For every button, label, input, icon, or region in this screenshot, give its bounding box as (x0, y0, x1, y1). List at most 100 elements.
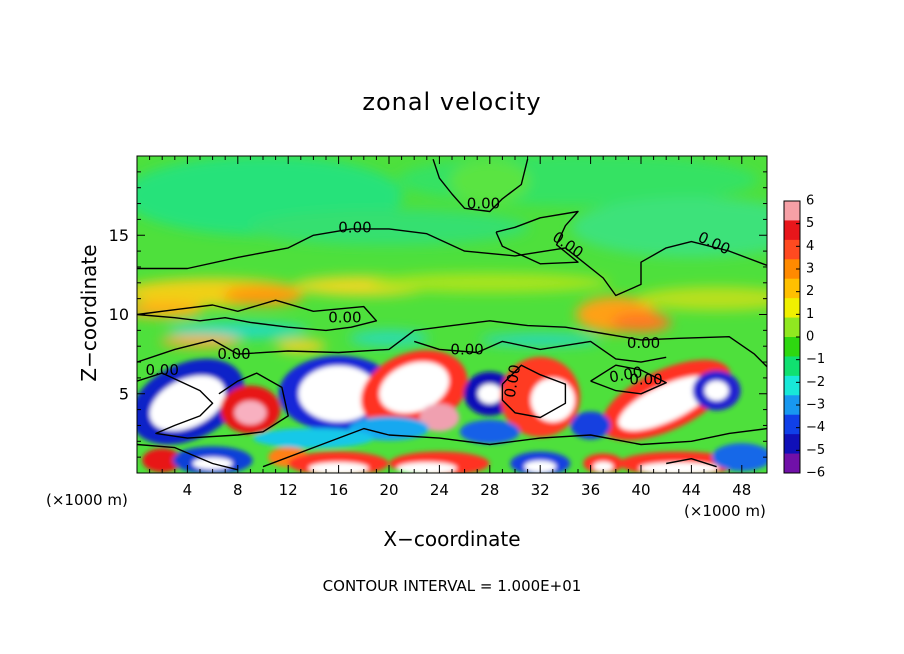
contour-label: 0.00 (608, 363, 644, 387)
contour-line (590, 364, 667, 395)
field-patch (571, 197, 767, 258)
field-patch (593, 461, 614, 472)
field-layer-core (137, 350, 767, 473)
x-tick-label: 4 (183, 481, 193, 499)
field-patch (298, 365, 379, 422)
contour-line (137, 372, 289, 439)
x-tick-label: 44 (682, 481, 701, 499)
field-patch (349, 330, 429, 347)
field-patch (638, 462, 719, 473)
colorbar-label: −5 (806, 443, 825, 458)
x-tick-label: 24 (430, 481, 449, 499)
contour-line (666, 458, 717, 468)
colorbar-swatch (784, 337, 800, 357)
field-patch (419, 403, 460, 432)
y-tick-label: 15 (109, 226, 129, 245)
colorbar-swatch (784, 278, 800, 299)
field-patch (530, 378, 575, 423)
contour-line (432, 158, 529, 213)
y-tick-label: 10 (109, 305, 129, 324)
x-unit-label-right: (×1000 m) (684, 502, 766, 520)
contour-line (137, 228, 767, 297)
y-axis-label: Z−coordinate (77, 244, 101, 382)
field-patch (480, 333, 601, 346)
x-tick-label: 20 (379, 481, 398, 499)
colorbar-label: −4 (806, 420, 825, 435)
field-patch (611, 312, 671, 333)
colorbar-label: −6 (806, 466, 825, 481)
colorbar-swatch (784, 239, 800, 260)
contour-label: 0.00 (145, 361, 178, 379)
x-tick-label: 40 (631, 481, 650, 499)
y-tick-label: 5 (119, 384, 129, 403)
contour-label: 0.00 (217, 345, 250, 363)
field-patch (459, 419, 520, 444)
colorbar-swatch (784, 317, 800, 338)
contour-label: 0.00 (501, 363, 525, 399)
field-patch (137, 301, 203, 318)
field-patch (253, 428, 374, 449)
x-tick-label: 28 (480, 481, 499, 499)
x-axis-label: X−coordinate (383, 527, 521, 551)
colorbar-label: 3 (806, 262, 814, 277)
contour-line (137, 443, 238, 471)
contour-line (413, 340, 667, 363)
contour-line (137, 320, 767, 368)
field-patch (249, 209, 529, 246)
x-tick-label: 36 (581, 481, 600, 499)
colorbar-swatch (784, 375, 800, 396)
field-patch (711, 443, 767, 472)
field-patch (234, 400, 267, 425)
x-tick-label: 48 (732, 481, 751, 499)
x-tick-label: 12 (279, 481, 298, 499)
colorbar-label: −1 (806, 352, 825, 367)
colorbar-label: −3 (806, 398, 825, 413)
field-patch (396, 462, 457, 473)
y-axis-ticks: 5 10 15 (109, 171, 767, 458)
colorbar-label: 6 (806, 194, 814, 209)
colorbar-label: 5 (806, 216, 814, 231)
colorbar-swatch (784, 414, 800, 435)
colorbar-swatch (784, 298, 800, 319)
colorbar-swatch (784, 356, 800, 377)
field-patch (369, 272, 610, 293)
contour-line (262, 427, 767, 468)
zero-contour-lines (137, 158, 767, 471)
velocity-field (137, 156, 767, 473)
x-unit-label-left: (×1000 m) (46, 491, 128, 509)
colorbar-swatch (784, 220, 800, 241)
field-patch (570, 411, 611, 440)
x-axis-ticks: 4 8 12 16 20 24 28 32 36 40 44 48 (149, 156, 755, 499)
field-patch (477, 383, 502, 404)
field-patch (149, 375, 226, 431)
colorbar: 6 5 4 3 2 1 0 −1 −2 −3 −4 −5 −6 (783, 194, 825, 481)
colorbar-swatch (784, 434, 800, 455)
x-tick-label: 16 (329, 481, 348, 499)
contour-label: 0.00 (450, 340, 483, 358)
field-patch (223, 285, 303, 306)
field-patch (167, 322, 308, 339)
colorbar-label: −2 (806, 375, 825, 390)
colorbar-swatch (784, 453, 800, 474)
colorbar-label: 4 (806, 239, 814, 254)
field-patch (636, 286, 767, 311)
contour-label: 0.00 (338, 218, 371, 236)
contour-label: 0.00 (629, 370, 662, 388)
contour-interval-note: CONTOUR INTERVAL = 1.000E+01 (322, 577, 582, 595)
field-patch (618, 375, 714, 431)
field-patch (379, 361, 450, 414)
field-patch (704, 380, 729, 401)
x-tick-label: 32 (531, 481, 550, 499)
contour-label: 0.00 (467, 195, 500, 213)
colorbar-label: 1 (806, 307, 814, 322)
chart-title: zonal velocity (362, 88, 542, 116)
contour-line (495, 210, 579, 265)
colorbar-swatch (784, 259, 800, 280)
contour-label: 0.00 (627, 334, 660, 352)
contour-label: 0.00 (328, 309, 361, 327)
contour-line (501, 364, 567, 419)
field-patch (275, 340, 326, 353)
colorbar-swatch (784, 395, 800, 416)
colorbar-label: 0 (806, 330, 814, 345)
